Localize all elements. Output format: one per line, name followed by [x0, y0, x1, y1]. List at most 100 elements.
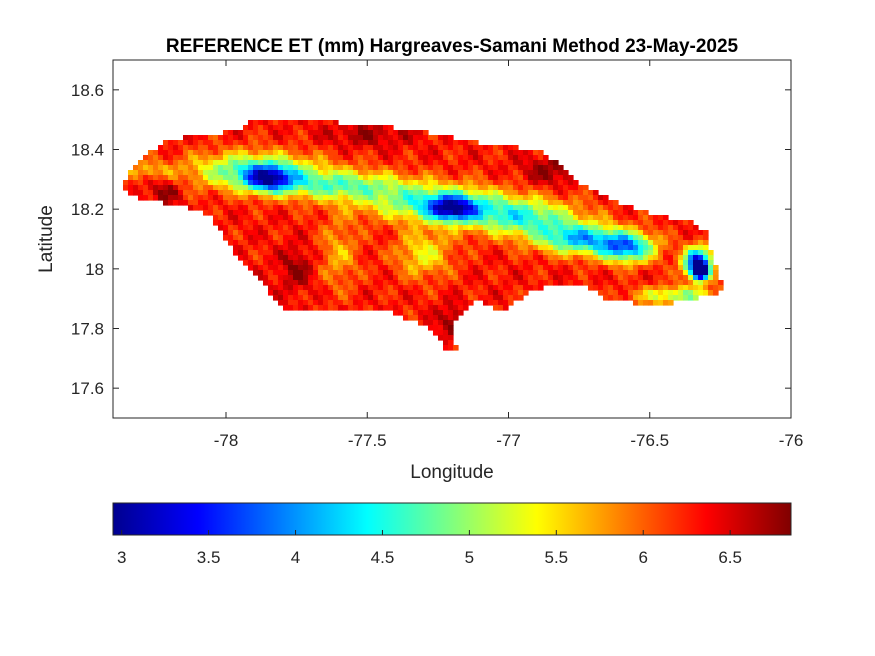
- heatmap-cell: [508, 240, 514, 246]
- heatmap-cell: [148, 185, 154, 191]
- heatmap-cell: [423, 235, 429, 241]
- heatmap-cell: [373, 285, 379, 291]
- heatmap-cell: [643, 240, 649, 246]
- heatmap-cell: [493, 225, 499, 231]
- heatmap-cell: [433, 305, 439, 311]
- heatmap-cell: [213, 145, 219, 151]
- heatmap-cell: [298, 185, 304, 191]
- heatmap-cell: [323, 130, 329, 136]
- heatmap-cell: [358, 225, 364, 231]
- heatmap-cell: [258, 250, 264, 256]
- heatmap-cell: [518, 245, 524, 251]
- heatmap-cell: [228, 145, 234, 151]
- heatmap-cell: [223, 230, 229, 236]
- y-tick-label: 18.4: [71, 141, 104, 160]
- heatmap-cell: [288, 260, 294, 266]
- heatmap-cell: [263, 255, 269, 261]
- heatmap-cell: [633, 225, 639, 231]
- heatmap-cell: [503, 280, 509, 286]
- heatmap-cell: [418, 255, 424, 261]
- heatmap-cell: [463, 290, 469, 296]
- heatmap-cell: [298, 230, 304, 236]
- heatmap-cell: [613, 275, 619, 281]
- heatmap-cell: [368, 295, 374, 301]
- heatmap-cell: [388, 225, 394, 231]
- heatmap-cell: [143, 195, 149, 201]
- heatmap-cell: [143, 160, 149, 166]
- heatmap-cell: [248, 135, 254, 141]
- heatmap-cell: [318, 290, 324, 296]
- heatmap-cell: [608, 200, 614, 206]
- heatmap-cell: [658, 260, 664, 266]
- heatmap-cell: [253, 135, 259, 141]
- heatmap-cell: [268, 210, 274, 216]
- heatmap-cell: [503, 210, 509, 216]
- heatmap-cell: [178, 195, 184, 201]
- heatmap-cell: [418, 190, 424, 196]
- heatmap-cell: [368, 135, 374, 141]
- heatmap-cell: [218, 145, 224, 151]
- heatmap-cell: [308, 160, 314, 166]
- heatmap-cell: [293, 305, 299, 311]
- heatmap-cell: [408, 170, 414, 176]
- heatmap-cell: [288, 145, 294, 151]
- heatmap-cell: [543, 195, 549, 201]
- heatmap-cell: [548, 240, 554, 246]
- heatmap-cell: [463, 190, 469, 196]
- heatmap-cell: [173, 195, 179, 201]
- heatmap-cell: [393, 205, 399, 211]
- heatmap-cell: [258, 210, 264, 216]
- heatmap-cell: [388, 155, 394, 161]
- heatmap-cell: [613, 250, 619, 256]
- heatmap-cell: [258, 185, 264, 191]
- heatmap-cell: [613, 220, 619, 226]
- heatmap-cell: [198, 150, 204, 156]
- heatmap-cell: [368, 160, 374, 166]
- heatmap-cell: [608, 245, 614, 251]
- heatmap-cell: [343, 260, 349, 266]
- heatmap-cell: [198, 155, 204, 161]
- heatmap-cell: [518, 200, 524, 206]
- heatmap-cell: [493, 205, 499, 211]
- heatmap-cell: [698, 265, 704, 271]
- heatmap-cell: [193, 175, 199, 181]
- heatmap-cell: [688, 250, 694, 256]
- heatmap-cell: [243, 245, 249, 251]
- heatmap-cell: [648, 240, 654, 246]
- heatmap-cell: [378, 210, 384, 216]
- heatmap-cell: [333, 175, 339, 181]
- heatmap-cell: [428, 275, 434, 281]
- heatmap-cell: [703, 245, 709, 251]
- heatmap-cell: [473, 140, 479, 146]
- heatmap-cell: [333, 275, 339, 281]
- heatmap-cell: [558, 185, 564, 191]
- heatmap-cell: [238, 210, 244, 216]
- heatmap-cell: [343, 210, 349, 216]
- heatmap-cell: [353, 295, 359, 301]
- heatmap-cell: [393, 210, 399, 216]
- heatmap-cell: [473, 270, 479, 276]
- heatmap-cell: [448, 135, 454, 141]
- heatmap-cell: [488, 215, 494, 221]
- heatmap-cell: [258, 260, 264, 266]
- heatmap-cell: [633, 270, 639, 276]
- heatmap-cell: [323, 280, 329, 286]
- heatmap-cell: [533, 150, 539, 156]
- heatmap-cell: [458, 280, 464, 286]
- heatmap-cell: [628, 270, 634, 276]
- heatmap-cell: [388, 145, 394, 151]
- heatmap-cell: [243, 155, 249, 161]
- heatmap-cell: [333, 255, 339, 261]
- heatmap-cell: [238, 165, 244, 171]
- heatmap-cell: [138, 175, 144, 181]
- heatmap-cell: [488, 240, 494, 246]
- heatmap-cell: [608, 285, 614, 291]
- heatmap-cell: [343, 235, 349, 241]
- heatmap-cell: [238, 190, 244, 196]
- heatmap-cell: [483, 160, 489, 166]
- heatmap-cell: [573, 260, 579, 266]
- heatmap-cell: [333, 230, 339, 236]
- heatmap-cell: [588, 280, 594, 286]
- heatmap-cell: [548, 195, 554, 201]
- heatmap-cell: [378, 135, 384, 141]
